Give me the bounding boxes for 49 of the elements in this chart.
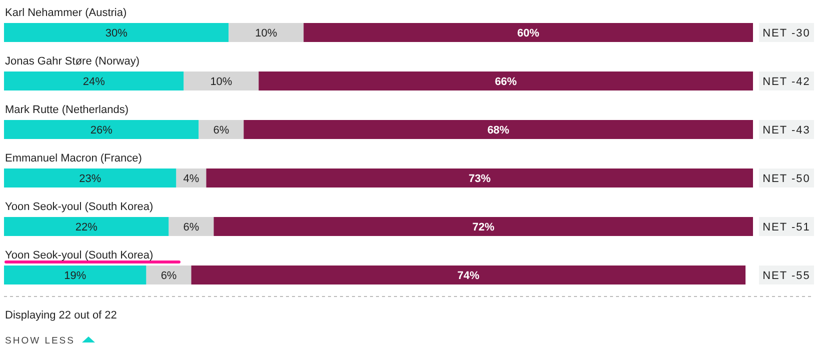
text: SHOW LESS	[5, 336, 75, 346]
bar	[4, 266, 146, 284]
data-label: 30%	[105, 28, 128, 40]
text: NET -50	[762, 173, 810, 185]
y-tick-label: Mark Rutte (Netherlands)	[5, 104, 128, 116]
text: NET -42	[762, 76, 810, 88]
bar	[228, 23, 304, 42]
data-label: 24%	[82, 76, 106, 88]
text: NET -43	[762, 124, 810, 136]
bar	[146, 266, 192, 284]
bar	[168, 217, 214, 236]
bar	[258, 72, 753, 90]
data-label: 23%	[79, 173, 102, 185]
data-label: 22%	[75, 222, 98, 234]
bar	[198, 120, 244, 139]
bar	[214, 217, 753, 236]
y-tick-label: Karl Nehammer (Austria)	[5, 7, 127, 19]
data-label: 6%	[213, 124, 230, 136]
data-label: 4%	[183, 173, 200, 185]
y-tick-label: Yoon Seok-youl (South Korea)	[5, 201, 154, 213]
bar	[4, 23, 229, 42]
text: NET -30	[762, 28, 810, 40]
data-label: 60%	[517, 28, 540, 40]
bar	[4, 217, 169, 236]
y-tick-label: Jonas Gahr Støre (Norway)	[5, 56, 140, 68]
data-label: 68%	[487, 124, 510, 136]
bar	[184, 72, 259, 90]
data-label: 74%	[457, 270, 480, 282]
data-label: 73%	[468, 173, 491, 185]
data-label: 66%	[494, 76, 518, 88]
bar	[4, 168, 176, 188]
y-tick-label: Emmanuel Macron (France)	[5, 152, 142, 164]
data-label: 72%	[472, 222, 495, 234]
y-tick-label: Yoon Seok-youl (South Korea)	[5, 250, 154, 262]
bar	[206, 168, 753, 188]
text: NET -55	[762, 270, 810, 282]
data-label: 10%	[255, 28, 278, 40]
bar	[244, 120, 753, 139]
bar	[4, 72, 184, 90]
text: Displaying 22 out of 22	[5, 310, 117, 322]
data-label: 19%	[64, 270, 86, 282]
data-label: 10%	[210, 76, 232, 88]
bar	[304, 23, 753, 42]
data-label: 6%	[160, 270, 177, 282]
data-label: 26%	[90, 124, 113, 136]
bar	[191, 266, 746, 284]
bar	[4, 120, 199, 139]
text: NET -51	[762, 222, 810, 234]
data-label: 6%	[183, 222, 200, 234]
